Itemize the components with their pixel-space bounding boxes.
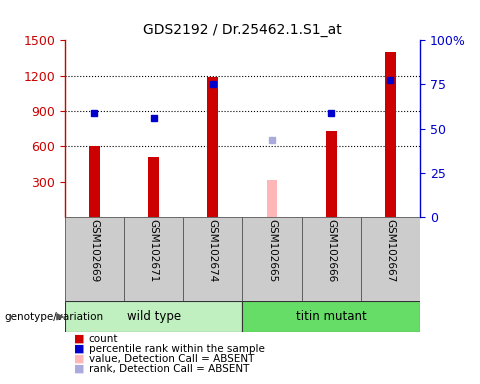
- Text: percentile rank within the sample: percentile rank within the sample: [89, 344, 264, 354]
- Text: GSM102669: GSM102669: [89, 220, 99, 283]
- Bar: [242, 301, 420, 332]
- Bar: [361, 217, 420, 301]
- Bar: [267, 180, 277, 217]
- Bar: [207, 77, 218, 217]
- Text: ■: ■: [74, 364, 85, 374]
- Text: value, Detection Call = ABSENT: value, Detection Call = ABSENT: [89, 354, 254, 364]
- Text: GSM102665: GSM102665: [267, 220, 277, 283]
- Text: GSM102667: GSM102667: [385, 220, 396, 283]
- Bar: [301, 217, 361, 301]
- Bar: [65, 301, 242, 332]
- Text: count: count: [89, 334, 118, 344]
- Bar: [183, 217, 242, 301]
- Title: GDS2192 / Dr.25462.1.S1_at: GDS2192 / Dr.25462.1.S1_at: [143, 23, 342, 36]
- Text: rank, Detection Call = ABSENT: rank, Detection Call = ABSENT: [89, 364, 249, 374]
- Bar: [385, 52, 396, 217]
- Text: wild type: wild type: [127, 310, 180, 323]
- Text: ■: ■: [74, 344, 85, 354]
- Text: GSM102671: GSM102671: [149, 220, 158, 283]
- Text: titin mutant: titin mutant: [296, 310, 367, 323]
- Text: ■: ■: [74, 354, 85, 364]
- Bar: [124, 217, 183, 301]
- Text: GSM102666: GSM102666: [326, 220, 336, 283]
- Text: ■: ■: [74, 334, 85, 344]
- Bar: [326, 131, 336, 217]
- Text: genotype/variation: genotype/variation: [5, 312, 104, 322]
- Bar: [242, 217, 301, 301]
- Bar: [65, 217, 124, 301]
- Bar: [89, 146, 100, 217]
- Text: GSM102674: GSM102674: [208, 220, 218, 283]
- Bar: [148, 157, 159, 217]
